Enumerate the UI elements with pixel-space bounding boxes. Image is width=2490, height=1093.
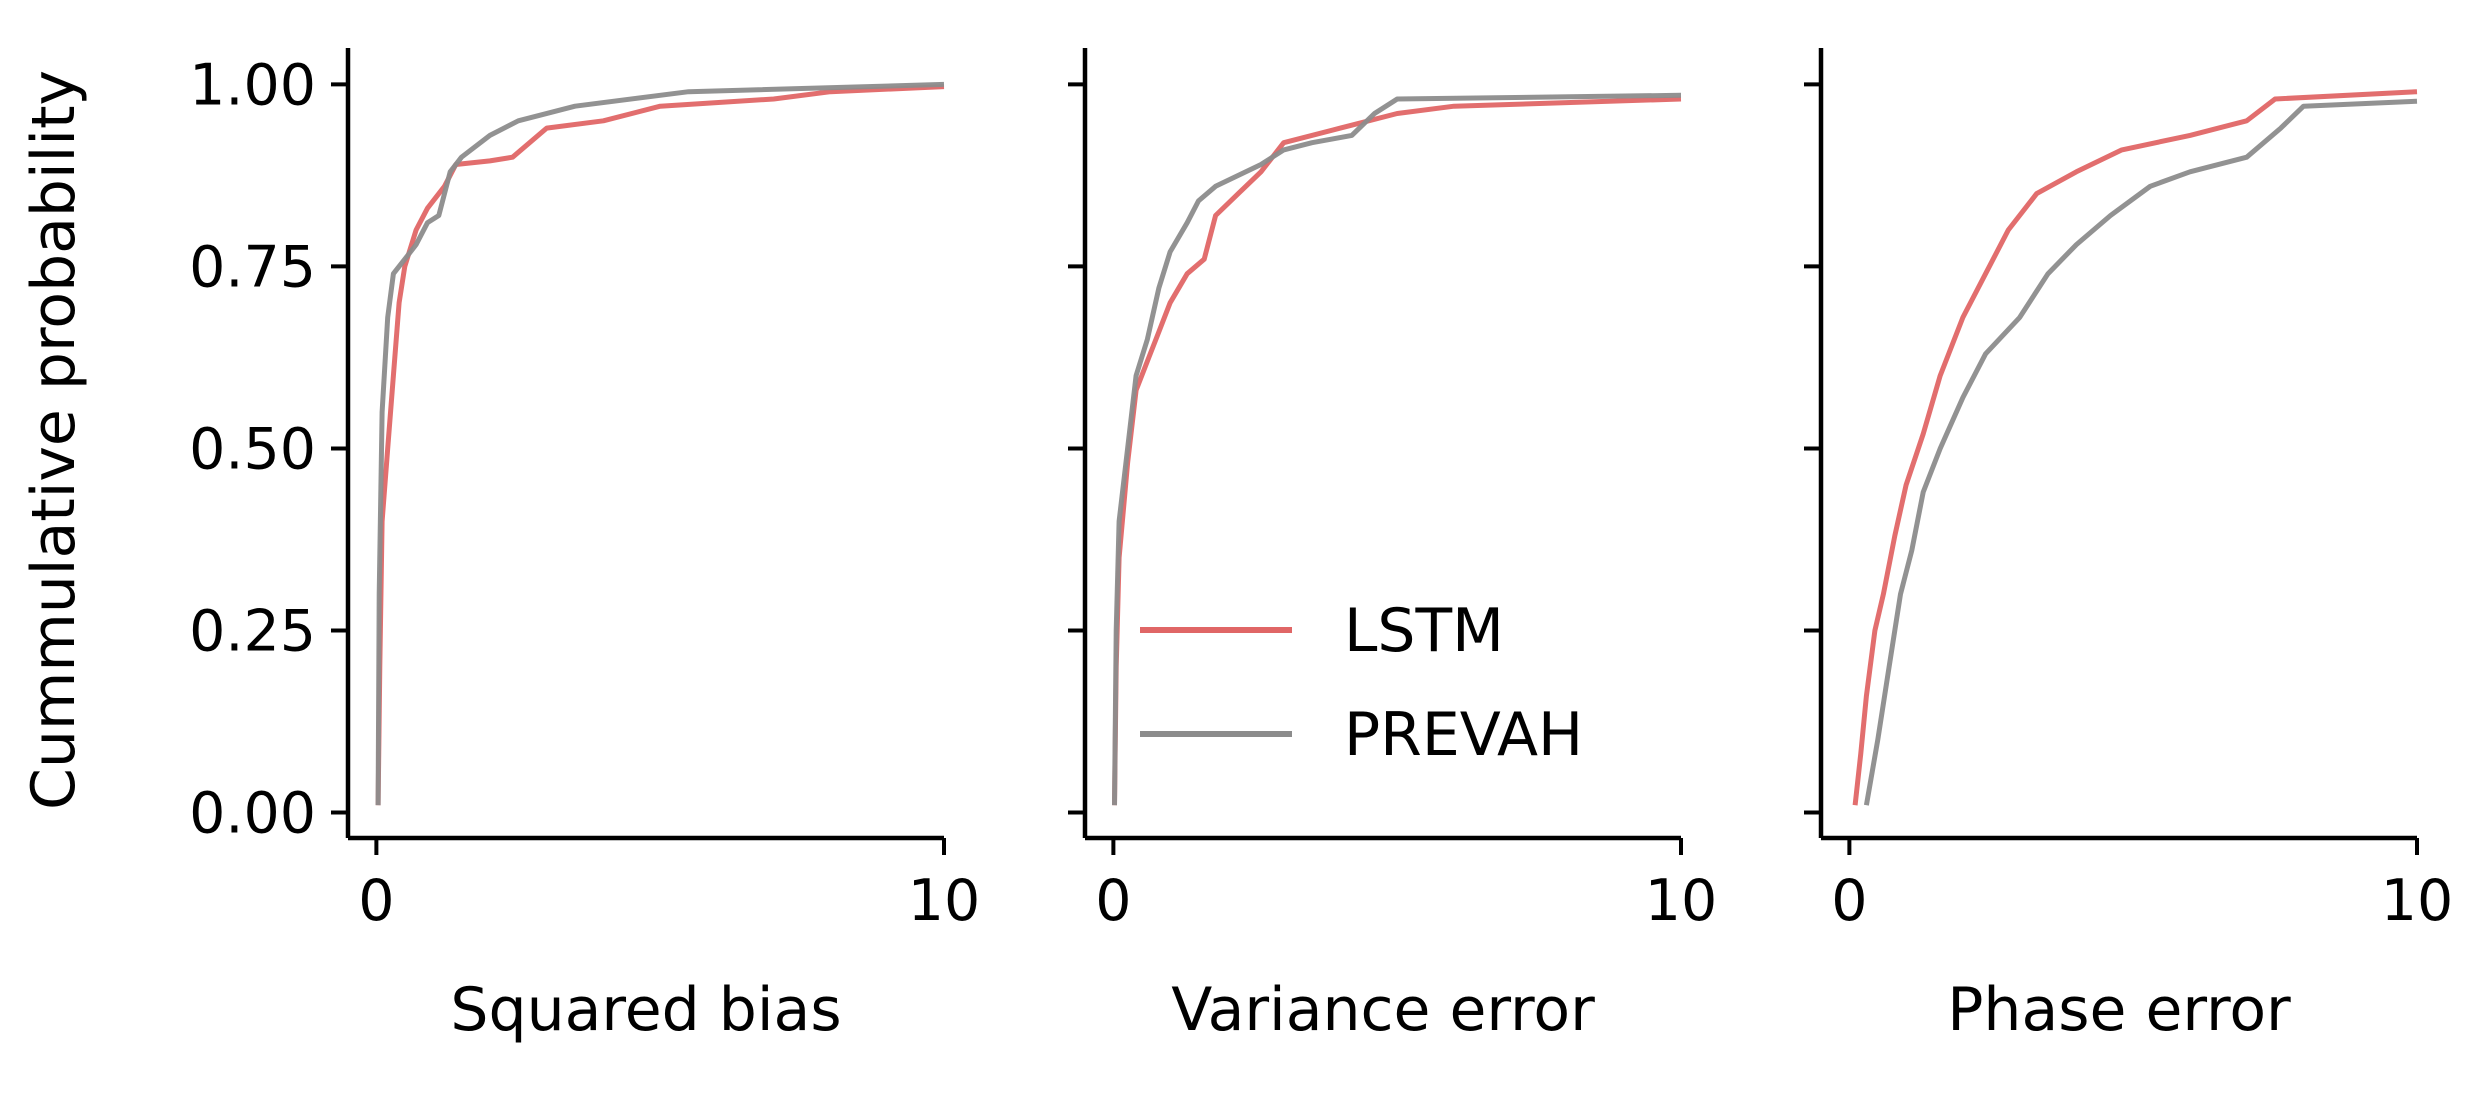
phase-error-xtick-label-0: 0 (1831, 868, 1867, 934)
ytick-label-0: 0.00 (189, 781, 316, 847)
variance-error-line-prevah (1112, 92, 1682, 806)
variance-error-xtick-label-0: 0 (1095, 868, 1131, 934)
panel-variance-error: 0 10 Variance error (1068, 48, 1717, 1045)
phase-error-xtick-label-1: 10 (2381, 868, 2454, 934)
ytick-label-2: 0.50 (189, 416, 316, 482)
ytick-label-4: 1.00 (189, 52, 316, 118)
variance-error-xtick-label-1: 10 (1645, 868, 1718, 934)
phase-error-xlabel: Phase error (1947, 975, 2291, 1045)
squared-bias-xtick-label-1: 10 (908, 868, 981, 934)
ytick-label-3: 0.75 (189, 234, 316, 300)
variance-error-xlabel: Variance error (1171, 975, 1595, 1045)
squared-bias-line-lstm (375, 84, 945, 806)
legend-label-prevah: PREVAH (1344, 700, 1583, 770)
legend-label-lstm: LSTM (1344, 596, 1504, 666)
squared-bias-xtick-label-0: 0 (358, 868, 394, 934)
ytick-label-1: 0.25 (189, 598, 316, 664)
phase-error-line-prevah (1863, 98, 2418, 806)
y-axis-label: Cummulative probability (19, 70, 89, 810)
panel-phase-error: 0 10 Phase error (1804, 48, 2453, 1045)
phase-error-line-lstm (1852, 89, 2418, 806)
panel-squared-bias: 0.00 0.25 0.50 0.75 1.00 0 10 Squared bias (189, 48, 980, 1045)
squared-bias-xlabel: Squared bias (450, 975, 841, 1045)
legend: LSTM PREVAH (1140, 596, 1583, 770)
squared-bias-line-prevah (375, 81, 945, 806)
